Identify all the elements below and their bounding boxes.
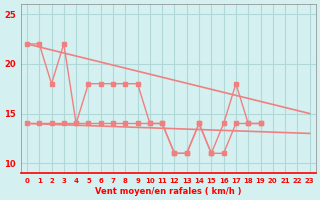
X-axis label: Vent moyen/en rafales ( km/h ): Vent moyen/en rafales ( km/h ) (95, 187, 242, 196)
